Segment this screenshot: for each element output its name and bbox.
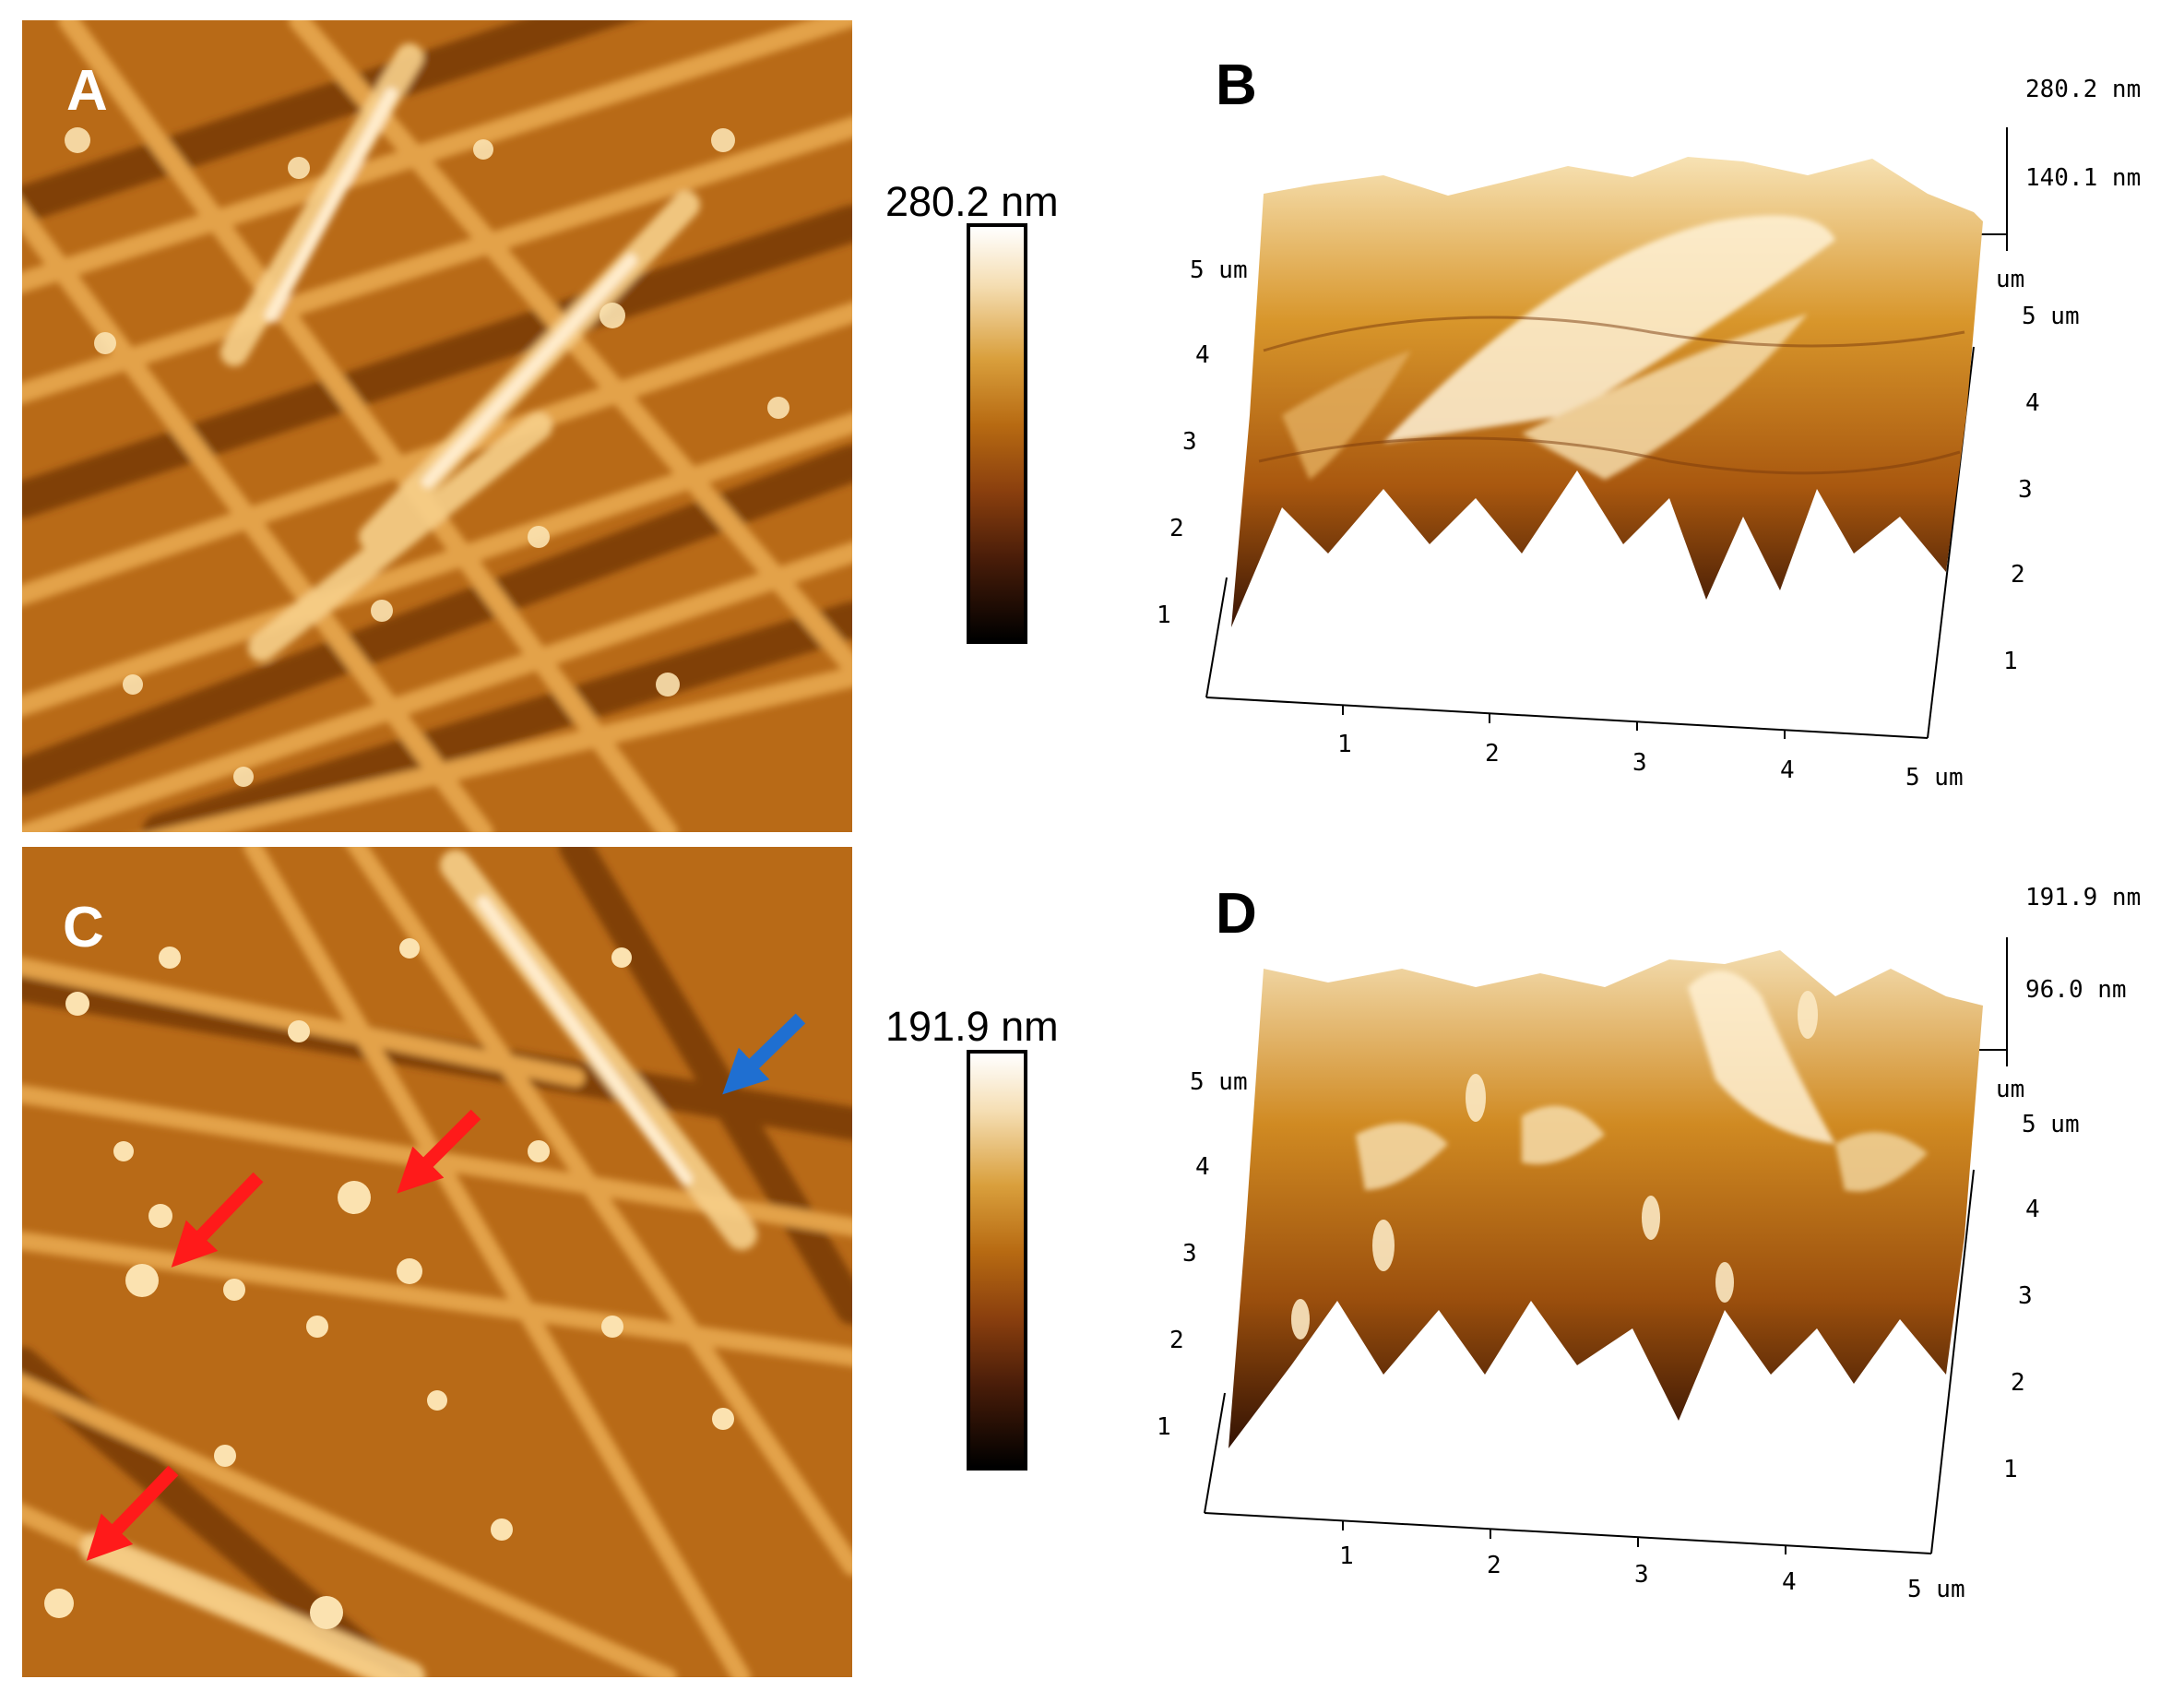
b-x-tick-4: 4 <box>1780 756 1795 784</box>
afm-image-a <box>22 20 852 832</box>
d-corner-unit: um <box>1996 1076 2025 1103</box>
b-left-tick-5: 5 um <box>1190 256 1248 284</box>
b-z-mid-label: 140.1 nm <box>2025 164 2142 192</box>
colorbar-max-label-bottom: 191.9 nm <box>885 1003 1059 1050</box>
b-z-max-label: 280.2 nm <box>2025 76 2142 103</box>
panel-label-a: A <box>66 59 108 123</box>
colorbar-max-label-top: 280.2 nm <box>885 178 1059 225</box>
d-x-tick-5: 5 um <box>1907 1576 1965 1603</box>
d-x-tick-3: 3 <box>1634 1561 1649 1589</box>
d-y-tick-3: 3 <box>2018 1282 2033 1310</box>
b-y-tick-1: 1 <box>2003 648 2018 675</box>
d-left-tick-2: 2 <box>1169 1327 1184 1354</box>
b-x-tick-3: 3 <box>1632 749 1647 777</box>
d-x-tick-1: 1 <box>1339 1542 1354 1570</box>
d-z-mid-label: 96.0 nm <box>2025 976 2127 1004</box>
b-left-tick-2: 2 <box>1169 515 1184 542</box>
panel-label-b: B <box>1216 54 1257 117</box>
afm-3d-plot-b <box>1171 111 2057 747</box>
b-y-tick-5: 5 um <box>2022 303 2080 330</box>
b-x-tick-1: 1 <box>1337 731 1352 758</box>
b-corner-unit: um <box>1996 266 2025 293</box>
afm-3d-plot-d <box>1171 932 2057 1568</box>
d-y-tick-5: 5 um <box>2022 1111 2080 1138</box>
d-x-tick-4: 4 <box>1782 1568 1797 1596</box>
d-left-tick-1: 1 <box>1157 1413 1171 1441</box>
colorbar-top <box>967 223 1027 644</box>
b-y-tick-3: 3 <box>2018 476 2033 504</box>
b-left-tick-4: 4 <box>1195 341 1210 369</box>
b-y-tick-4: 4 <box>2025 389 2040 417</box>
afm-image-c <box>22 847 852 1677</box>
d-left-tick-5: 5 um <box>1190 1068 1248 1096</box>
panel-label-d: D <box>1216 882 1257 946</box>
d-y-tick-2: 2 <box>2011 1369 2025 1397</box>
d-left-tick-4: 4 <box>1195 1153 1210 1181</box>
b-y-tick-2: 2 <box>2011 561 2025 589</box>
b-x-tick-5: 5 um <box>1905 764 1964 792</box>
d-y-tick-1: 1 <box>2003 1456 2018 1483</box>
b-left-tick-1: 1 <box>1157 601 1171 629</box>
d-left-tick-3: 3 <box>1182 1240 1197 1268</box>
d-z-max-label: 191.9 nm <box>2025 884 2142 911</box>
b-x-tick-2: 2 <box>1485 740 1500 768</box>
panel-label-c: C <box>63 896 104 959</box>
d-x-tick-2: 2 <box>1487 1552 1502 1579</box>
b-left-tick-3: 3 <box>1182 428 1197 456</box>
d-y-tick-4: 4 <box>2025 1196 2040 1223</box>
colorbar-bottom <box>967 1050 1027 1471</box>
